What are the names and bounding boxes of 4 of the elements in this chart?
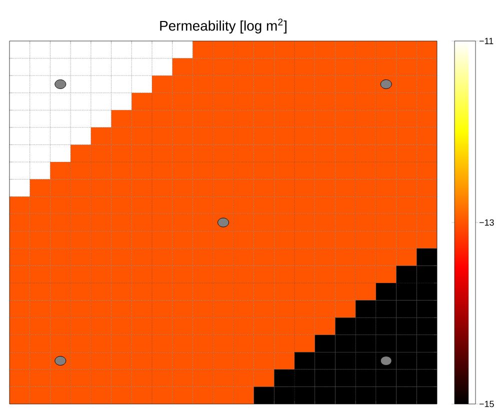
chart-title: Permeability [log m$^{2}$] (160, 18, 286, 34)
color-bar-label: −13 (479, 219, 494, 226)
color-bar-label: −11 (479, 38, 494, 44)
color-bar-label: −15 (479, 400, 494, 408)
